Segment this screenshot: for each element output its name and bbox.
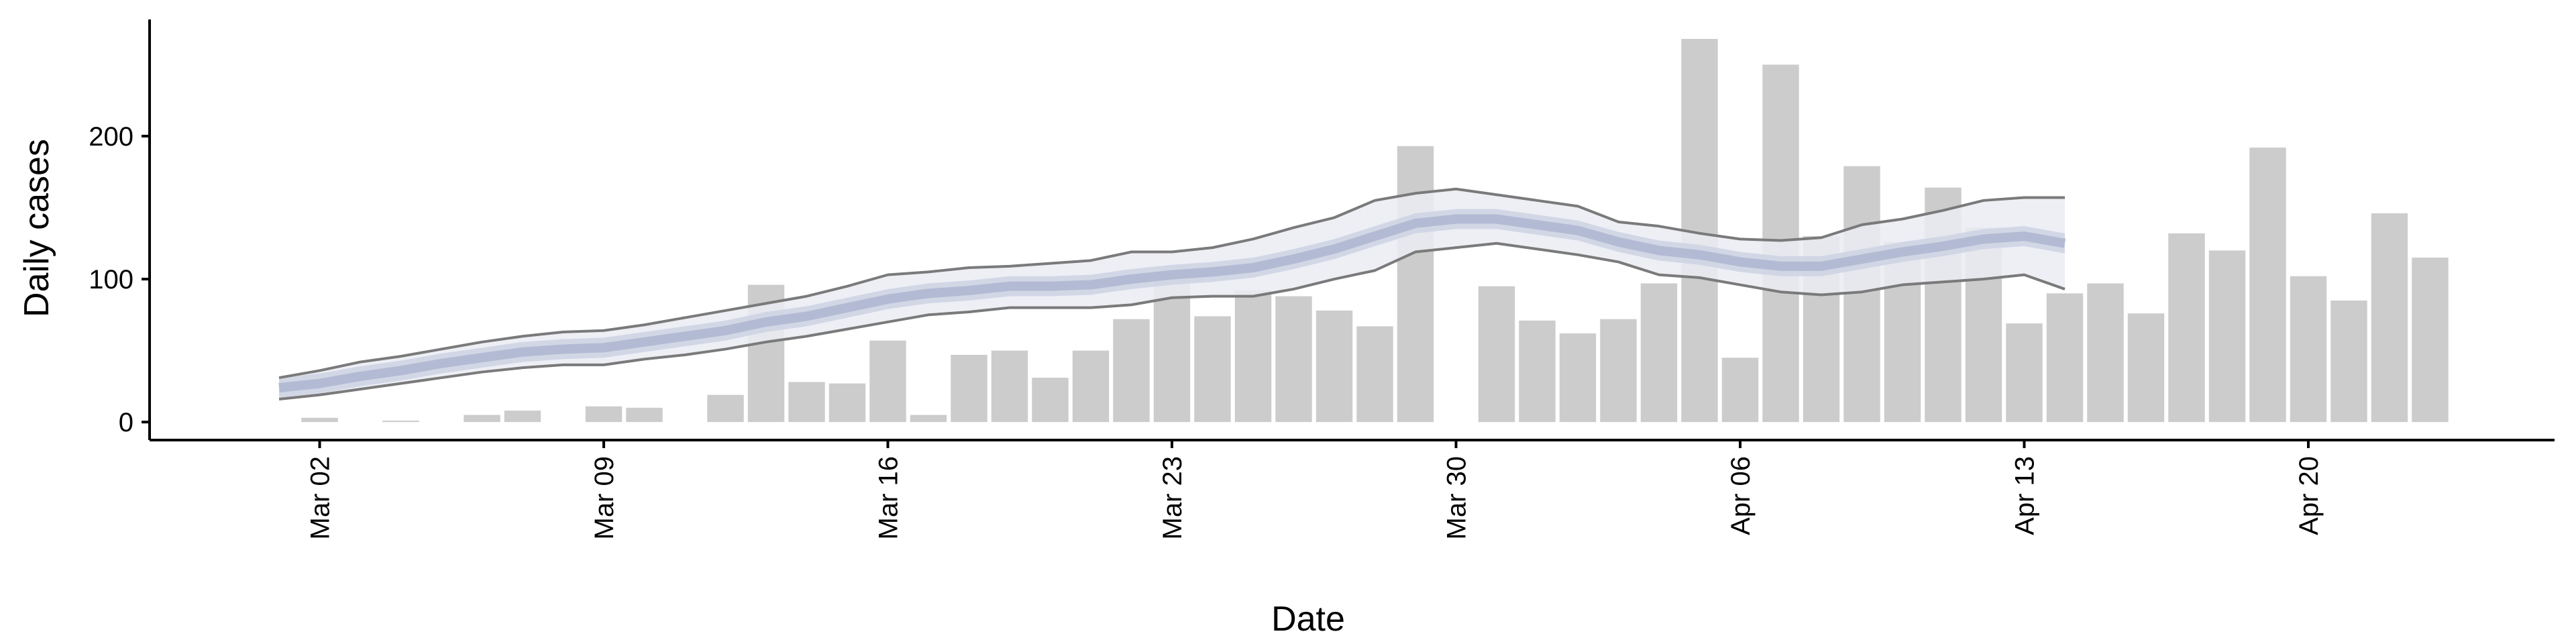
bar: [2412, 258, 2449, 423]
y-tick-label: 200: [89, 122, 133, 152]
x-tick-label: Apr 13: [2010, 456, 2040, 535]
bar: [2046, 293, 2084, 423]
bar: [1721, 358, 1759, 423]
bar: [1234, 290, 1272, 423]
x-tick-label: Apr 20: [2294, 456, 2324, 535]
bar: [1640, 283, 1678, 423]
x-tick-label: Mar 09: [590, 456, 619, 540]
bar: [951, 354, 987, 423]
bar: [1113, 319, 1150, 423]
x-tick-label: Mar 30: [1442, 456, 1472, 540]
bar: [2371, 213, 2408, 423]
bar: [2006, 323, 2043, 423]
bar: [869, 340, 906, 423]
upper-line: [278, 187, 2065, 380]
bar: [1600, 319, 1637, 423]
bar: [2168, 233, 2205, 423]
y-tick-label: 0: [119, 408, 133, 437]
bar: [504, 411, 541, 423]
bar: [828, 383, 866, 423]
bar: [301, 417, 338, 423]
lower-line: [278, 241, 2065, 401]
x-tick-label: Mar 23: [1158, 456, 1187, 540]
bar: [1519, 320, 1556, 423]
bar: [2127, 313, 2165, 423]
bar: [1397, 146, 1434, 423]
bar: [2330, 300, 2367, 423]
bar: [382, 421, 419, 423]
bar: [707, 394, 744, 423]
bar: [788, 382, 825, 423]
y-tick-label: 100: [89, 265, 133, 294]
bar: [1559, 333, 1597, 423]
bar: [2290, 276, 2327, 423]
y-axis-title: Daily cases: [17, 139, 56, 317]
bar: [1032, 378, 1069, 423]
x-tick-label: Apr 06: [1726, 456, 1756, 535]
bar: [2249, 147, 2286, 423]
bar: [626, 407, 663, 423]
bar: [1275, 296, 1312, 423]
bar: [585, 406, 623, 423]
bar: [1478, 286, 1515, 423]
bar: [1316, 310, 1353, 423]
x-tick-label: Mar 02: [306, 456, 335, 540]
median-line: [278, 214, 2066, 392]
x-tick-label: Mar 16: [874, 456, 904, 540]
bar: [1072, 350, 1110, 423]
bar: [1194, 316, 1231, 423]
bar: [910, 415, 947, 423]
bar: [2087, 283, 2124, 423]
bar: [464, 415, 500, 423]
bar: [1356, 326, 1393, 423]
bar: [991, 350, 1028, 423]
bar: [2208, 250, 2246, 423]
x-axis-title: Date: [1271, 600, 1345, 639]
